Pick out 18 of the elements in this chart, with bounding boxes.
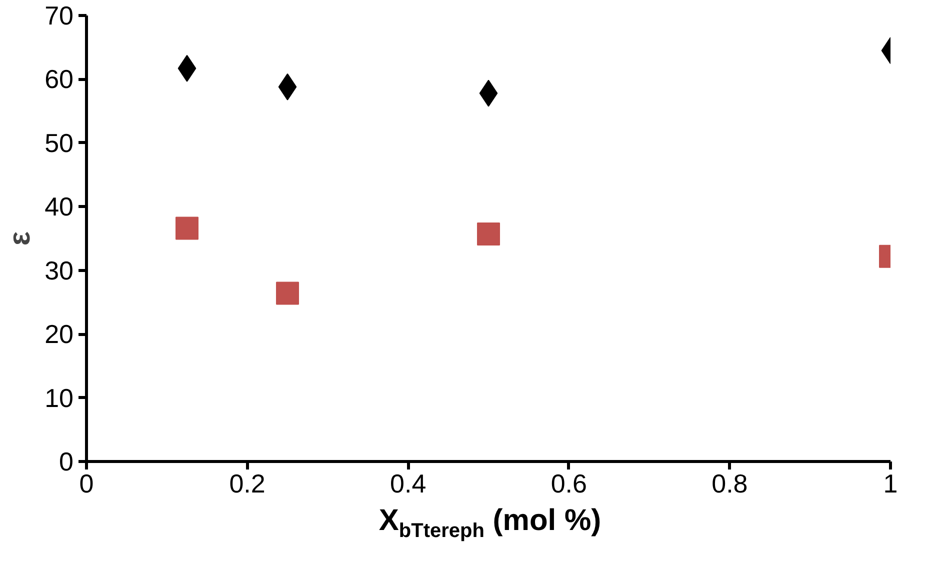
y-tick-label: 0 bbox=[59, 446, 74, 476]
point bbox=[276, 282, 299, 305]
y-tick-label: 60 bbox=[44, 64, 74, 94]
y-tick-label: 20 bbox=[44, 319, 74, 350]
y-tick-label: 30 bbox=[44, 255, 74, 286]
y-tick-label: 10 bbox=[44, 382, 74, 413]
y-tick-label: 50 bbox=[44, 128, 74, 158]
y-tick-label: 40 bbox=[44, 192, 74, 222]
x-tick-label: 1 bbox=[883, 468, 898, 498]
y-tick-label: 70 bbox=[44, 0, 74, 30]
x-tick-label: 0.8 bbox=[712, 468, 748, 498]
x-tick-label: 0.4 bbox=[390, 468, 426, 498]
x-tick-label: 0.2 bbox=[229, 468, 266, 498]
point bbox=[176, 216, 198, 240]
x-tick-label: 0.6 bbox=[550, 468, 587, 498]
x-axis-title: X$_{bTtereph}$ (mol %) bbox=[378, 503, 602, 544]
y-axis-title: ε bbox=[4, 231, 37, 246]
x-tick-label: 0 bbox=[79, 468, 94, 498]
